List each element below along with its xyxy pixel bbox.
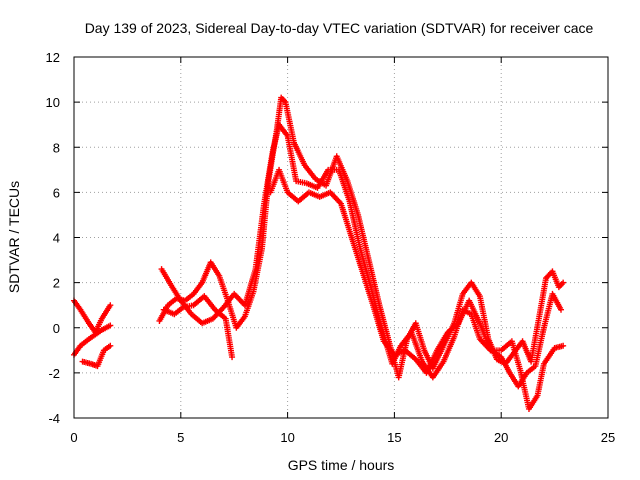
y-tick-label: 10 — [46, 95, 60, 110]
data-points — [71, 94, 567, 412]
data-point — [107, 322, 114, 329]
y-tick-label: 12 — [46, 50, 60, 65]
data-point — [107, 302, 114, 309]
y-tick-label: 4 — [53, 231, 60, 246]
data-point — [229, 354, 236, 361]
data-point — [560, 342, 567, 349]
y-tick-label: 6 — [53, 185, 60, 200]
data-point — [107, 342, 114, 349]
chart-title: Day 139 of 2023, Sidereal Day-to-day VTE… — [85, 20, 594, 36]
x-axis-label: GPS time / hours — [288, 457, 395, 473]
x-tick-label: 0 — [70, 430, 77, 445]
x-tick-label: 15 — [387, 430, 401, 445]
data-point — [558, 306, 565, 313]
y-tick-label: -2 — [48, 366, 60, 381]
x-tick-label: 25 — [601, 430, 615, 445]
axis-ticks: 0 5 10 15 20 25 -4 -2 0 2 4 6 8 10 12 — [46, 50, 616, 445]
y-tick-label: 8 — [53, 140, 60, 155]
plot-area — [73, 56, 609, 419]
x-tick-label: 20 — [494, 430, 508, 445]
y-tick-label: 2 — [53, 276, 60, 291]
grid — [74, 57, 608, 418]
y-tick-label: 0 — [53, 321, 60, 336]
y-tick-label: -4 — [48, 411, 60, 426]
y-axis-label: SDTVAR / TECUs — [6, 181, 22, 293]
x-tick-label: 10 — [280, 430, 294, 445]
data-point — [560, 279, 567, 286]
x-tick-label: 5 — [177, 430, 184, 445]
